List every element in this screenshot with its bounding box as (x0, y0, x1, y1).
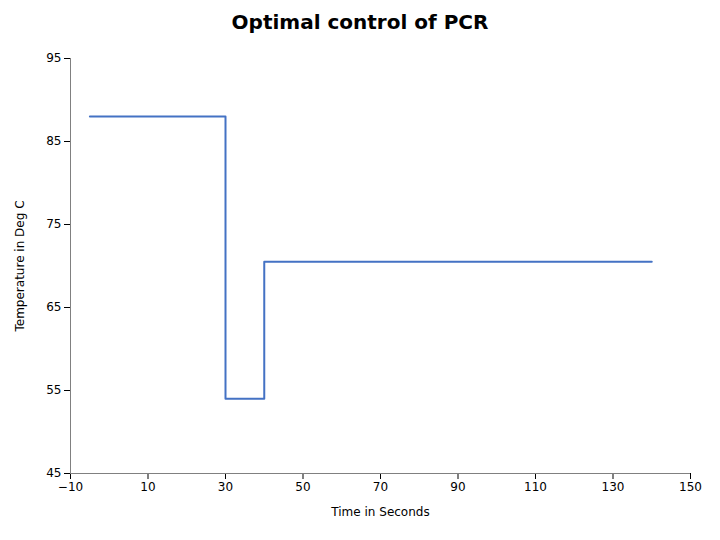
svg-text:110: 110 (524, 480, 547, 494)
svg-text:85: 85 (46, 134, 61, 148)
html-text:Optimal control of PCR: Optimal control of PCR (231, 10, 489, 34)
svg-text:−10: −10 (58, 480, 83, 494)
svg-text:55: 55 (46, 383, 61, 397)
svg-text:45: 45 (46, 466, 61, 480)
svg-text:90: 90 (450, 480, 465, 494)
svg-text:30: 30 (218, 480, 233, 494)
svg-text:Time in Seconds: Time in Seconds (330, 505, 429, 519)
svg-text:150: 150 (679, 480, 702, 494)
svg-text:10: 10 (140, 480, 155, 494)
svg-text:70: 70 (373, 480, 388, 494)
svg-text:75: 75 (46, 217, 61, 231)
svg-text:65: 65 (46, 300, 61, 314)
svg-text:130: 130 (602, 480, 625, 494)
svg-text:Temperature in Deg C: Temperature in Deg C (13, 200, 27, 332)
svg-text:50: 50 (295, 480, 310, 494)
svg-text:95: 95 (46, 51, 61, 65)
